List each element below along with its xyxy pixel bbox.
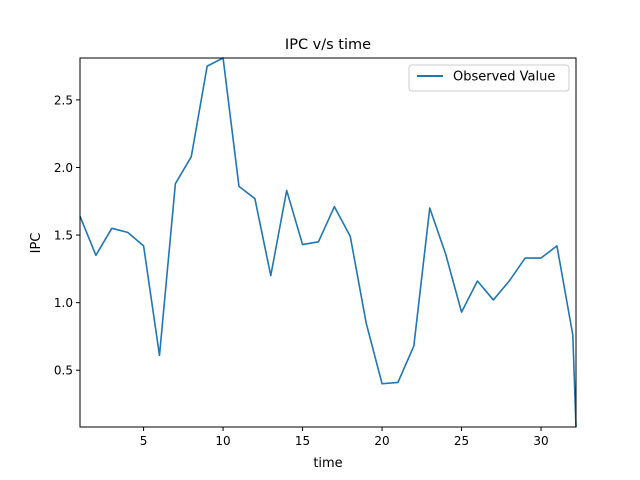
chart-title: IPC v/s time [285,37,371,53]
plot-frame [79,57,577,428]
y-tick-label: 1.0 [54,296,73,310]
legend-label: Observed Value [453,70,555,85]
x-tick-label: 25 [454,434,469,448]
y-axis-ticks: 0.5 1.0 1.5 2.0 2.5 [54,93,80,378]
x-tick-label: 10 [215,434,230,448]
y-tick-label: 1.5 [54,229,73,243]
y-axis-label: IPC [29,233,44,254]
y-tick-label: 2.5 [54,93,73,107]
plot-background [80,58,576,427]
x-axis-label: time [313,456,342,471]
plot-area [79,57,577,428]
y-tick-label: 2.0 [54,161,73,175]
y-tick-label: 0.5 [54,364,73,378]
series-line-0 [79,57,577,428]
x-tick-label: 15 [295,434,310,448]
legend: Observed Value [408,64,570,92]
series-layer [79,57,577,428]
legend-box [408,64,570,92]
x-axis-ticks: 5 10 15 20 25 30 [140,427,549,448]
x-tick-label: 20 [374,434,389,448]
x-tick-label: 5 [140,434,148,448]
x-tick-label: 30 [533,434,548,448]
